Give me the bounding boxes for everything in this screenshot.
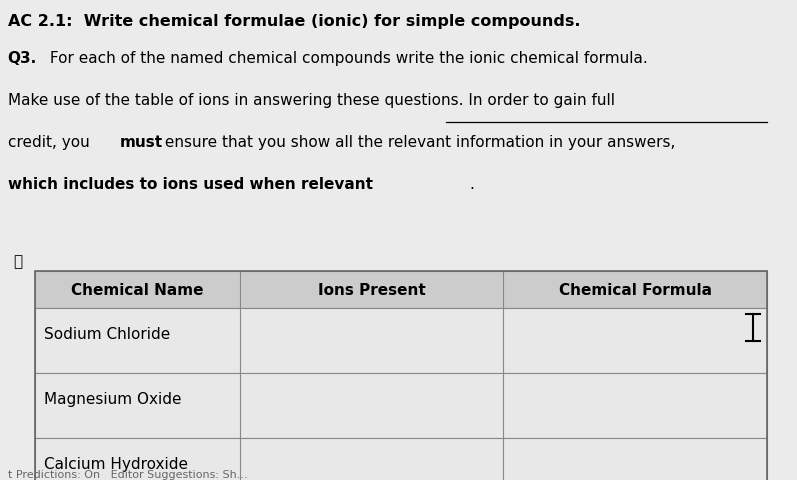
Text: Q3.: Q3. <box>8 50 37 65</box>
Text: Make use of the table of ions in answering these questions. In order to gain ful: Make use of the table of ions in answeri… <box>8 93 614 108</box>
Text: t Predictions: On   Editor Suggestions: Sh...: t Predictions: On Editor Suggestions: Sh… <box>8 469 247 479</box>
Text: ⤢: ⤢ <box>14 253 22 268</box>
Text: Chemical Formula: Chemical Formula <box>559 282 712 298</box>
Text: must: must <box>120 135 163 150</box>
Text: AC 2.1:  Write chemical formulae (ionic) for simple compounds.: AC 2.1: Write chemical formulae (ionic) … <box>8 14 580 29</box>
Text: .: . <box>469 177 474 192</box>
Text: credit, you: credit, you <box>8 135 94 150</box>
Text: Calcium Hydroxide: Calcium Hydroxide <box>44 456 188 471</box>
Text: ensure that you show all the relevant information in your answers,: ensure that you show all the relevant in… <box>160 135 676 150</box>
Bar <box>35 271 767 309</box>
Text: Ions Present: Ions Present <box>318 282 426 298</box>
Text: Chemical Name: Chemical Name <box>71 282 203 298</box>
Text: which includes to ions used when relevant: which includes to ions used when relevan… <box>8 177 373 192</box>
Text: Sodium Chloride: Sodium Chloride <box>44 327 171 342</box>
Text: For each of the named chemical compounds write the ionic chemical formula.: For each of the named chemical compounds… <box>45 50 647 65</box>
Text: Magnesium Oxide: Magnesium Oxide <box>44 392 182 407</box>
